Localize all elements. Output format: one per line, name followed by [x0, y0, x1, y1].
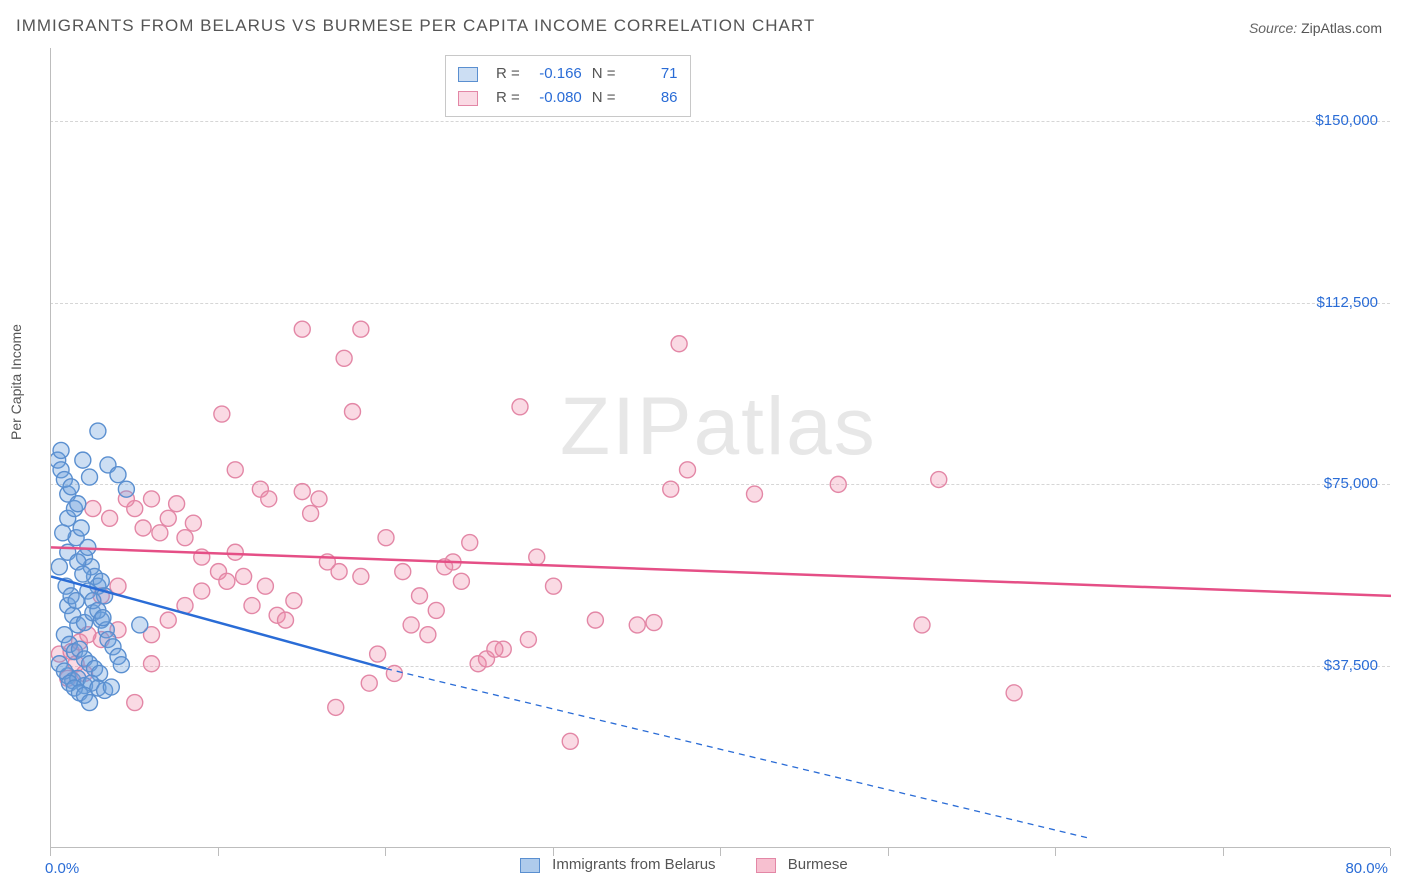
legend-label-2: Burmese	[788, 856, 848, 873]
x-tick	[1223, 848, 1224, 856]
n-value-1: 71	[626, 62, 678, 86]
x-tick	[553, 848, 554, 856]
swatch-series-1	[458, 67, 478, 82]
r-value-1: -0.166	[530, 62, 582, 86]
x-tick	[1055, 848, 1056, 856]
chart-title: IMMIGRANTS FROM BELARUS VS BURMESE PER C…	[16, 16, 815, 36]
x-axis-max-label: 80.0%	[1345, 860, 1388, 877]
stats-legend-box: R = -0.166 N = 71 R = -0.080 N = 86	[445, 55, 691, 117]
x-tick	[720, 848, 721, 856]
x-axis-min-label: 0.0%	[45, 860, 79, 877]
r-label-2: R =	[496, 86, 520, 110]
stats-row-series-2: R = -0.080 N = 86	[458, 86, 678, 110]
y-axis-label: Per Capita Income	[8, 324, 24, 440]
x-tick	[888, 848, 889, 856]
r-value-2: -0.080	[530, 86, 582, 110]
x-tick	[1390, 848, 1391, 856]
n-label-2: N =	[592, 86, 616, 110]
n-value-2: 86	[626, 86, 678, 110]
watermark-bold: ZIP	[560, 381, 694, 472]
legend-bottom: Immigrants from Belarus Burmese	[520, 856, 848, 873]
source-value: ZipAtlas.com	[1301, 20, 1382, 36]
watermark: ZIPatlas	[560, 380, 877, 474]
legend-swatch-2	[756, 858, 776, 873]
legend-item-1: Immigrants from Belarus	[520, 856, 716, 873]
r-label-1: R =	[496, 62, 520, 86]
legend-swatch-1	[520, 858, 540, 873]
source-label: Source:	[1249, 20, 1297, 36]
legend-item-2: Burmese	[756, 856, 848, 873]
source-attribution: Source: ZipAtlas.com	[1249, 20, 1382, 36]
legend-label-1: Immigrants from Belarus	[552, 856, 715, 873]
stats-row-series-1: R = -0.166 N = 71	[458, 62, 678, 86]
x-tick	[385, 848, 386, 856]
swatch-series-2	[458, 91, 478, 106]
n-label-1: N =	[592, 62, 616, 86]
x-tick	[50, 848, 51, 856]
x-tick	[218, 848, 219, 856]
watermark-light: atlas	[694, 381, 877, 472]
